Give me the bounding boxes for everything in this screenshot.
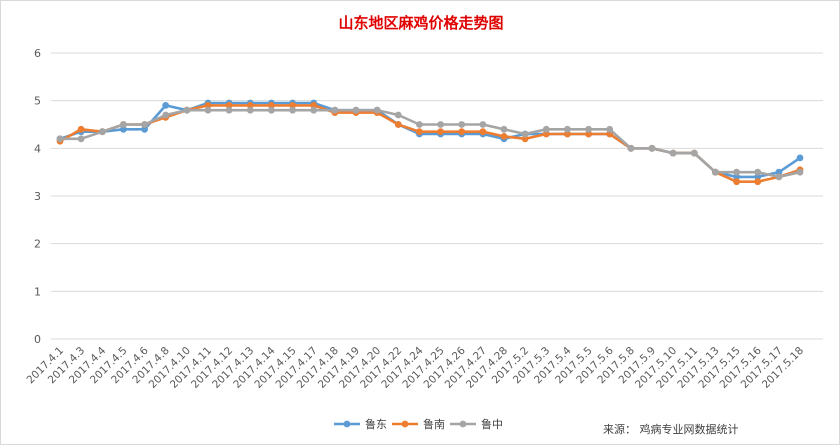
data-point [416,121,423,128]
series-layer [56,99,804,186]
data-point [289,102,296,109]
data-point [310,106,318,114]
data-point [416,128,423,136]
legend-marker [459,420,467,428]
data-point [733,173,740,181]
data-point [585,130,592,138]
data-point [352,106,360,114]
x-axis: 2017.4.12017.4.32017.4.42017.4.52017.4.6… [25,344,807,391]
data-point [141,125,149,133]
data-point [754,173,762,181]
data-point [162,111,170,119]
data-point [564,125,571,133]
data-point [585,125,592,133]
data-point [225,102,233,109]
data-point [733,168,740,176]
data-point [648,144,656,152]
data-point [98,128,106,136]
y-tick-label: 6 [34,47,41,60]
y-tick-label: 1 [34,285,41,298]
data-point [268,106,275,114]
chart-title: 山东地区麻鸡价格走势图 [338,14,503,32]
y-tick-label: 0 [34,333,41,346]
data-point [712,168,719,176]
series-1 [56,99,804,181]
legend-marker [343,420,351,428]
data-point [56,135,64,143]
data-point [289,106,296,114]
y-tick-label: 2 [34,238,41,251]
legend-marker [401,420,409,428]
data-point [521,130,529,138]
data-point [120,121,127,128]
data-point [437,121,444,128]
data-point [479,121,487,128]
data-point [77,135,85,143]
data-point [754,178,762,186]
y-tick-label: 3 [34,190,41,203]
data-point [268,102,275,109]
data-point [141,121,149,128]
data-point [627,144,635,152]
data-point [394,111,402,119]
data-point [500,133,508,140]
data-point [162,102,170,109]
data-point [733,178,740,186]
data-point [542,130,550,138]
data-point [225,106,233,114]
series-line [58,108,802,179]
data-point [796,154,804,162]
data-point [458,121,466,128]
source-note: 来源： 鸡病专业网数据统计 [603,422,739,436]
data-point [310,102,318,109]
data-point [479,128,487,136]
data-point [120,125,127,133]
series-line [58,104,802,183]
data-point [564,130,571,138]
data-point [669,149,677,157]
data-point [458,128,466,136]
data-point [183,106,191,114]
legend-label: 鲁中 [481,417,503,431]
data-point [754,168,762,176]
data-point [775,173,783,181]
legend-item: 鲁东 [334,417,387,431]
legend-item: 鲁中 [450,417,503,431]
data-point [246,106,254,114]
data-point [331,106,339,114]
data-point [690,149,698,157]
legend-label: 鲁东 [365,417,387,431]
data-point [775,168,783,176]
data-point [606,125,614,133]
data-point [542,125,550,133]
data-point [796,168,804,176]
series-3 [56,106,804,181]
data-point [521,135,529,143]
data-point [204,102,212,109]
data-point [500,125,508,133]
data-point [77,125,85,133]
gridlines [51,52,823,340]
legend-label: 鲁南 [423,417,445,431]
legend: 鲁东 鲁南 鲁中 [334,417,503,431]
data-point [204,106,212,114]
data-point [246,102,254,109]
data-point [373,106,381,114]
data-point [437,128,444,136]
y-tick-label: 4 [34,142,41,155]
y-tick-label: 5 [34,95,41,108]
legend-item: 鲁南 [392,417,445,431]
data-point [394,121,402,128]
y-axis: 0 1 2 3 4 5 6 [34,47,41,346]
